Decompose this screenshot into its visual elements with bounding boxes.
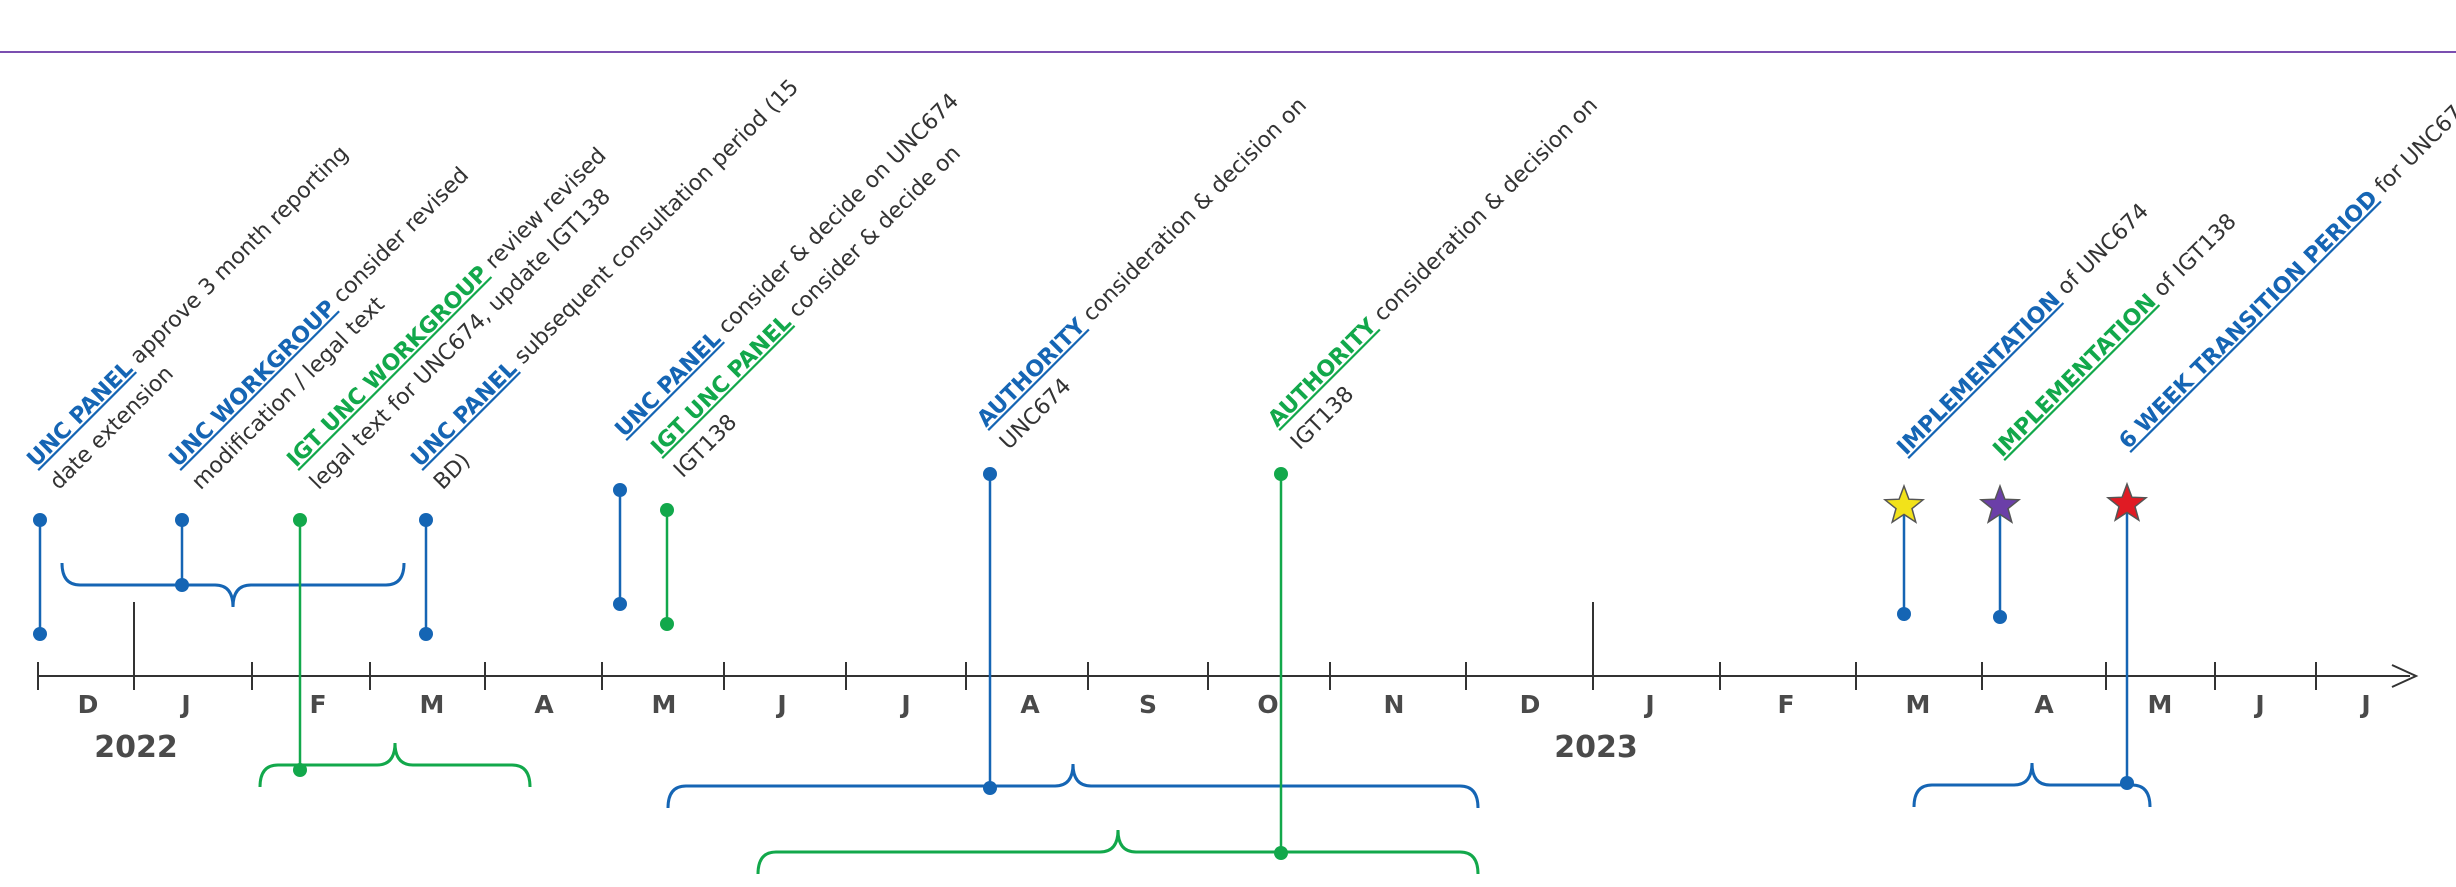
event-dot <box>1993 610 2007 624</box>
axis-arrowhead <box>2391 664 2419 688</box>
month-label: A <box>2034 690 2054 719</box>
event-label-line: AUTHORITY consideration & decision on <box>973 93 1312 432</box>
event-dot <box>33 627 47 641</box>
month-label: J <box>775 690 786 719</box>
event-dot <box>175 578 189 592</box>
month-label: M <box>420 690 445 719</box>
month-label: J <box>2359 690 2370 719</box>
event-dot <box>660 617 674 631</box>
brace-unc-reporting <box>60 562 406 608</box>
event-label-line: AUTHORITY consideration & decision on <box>1264 93 1603 432</box>
event-dot <box>1274 846 1288 860</box>
brace-unc674-authority <box>666 763 1480 809</box>
brace-transition <box>1912 762 2152 808</box>
event-dot <box>2120 776 2134 790</box>
event-label: UNC PANEL consider & decide on UNC674 <box>611 89 965 443</box>
month-label: M <box>652 690 677 719</box>
event-dot <box>175 513 189 527</box>
event-dot <box>419 513 433 527</box>
event-text: consideration & decision on <box>1073 93 1312 332</box>
month-label: M <box>2148 690 2173 719</box>
event-dot <box>293 513 307 527</box>
month-label: F <box>1777 690 1794 719</box>
event-dot <box>293 763 307 777</box>
event-text: consideration & decision on <box>1364 93 1603 332</box>
brace-igt-workgroup <box>258 742 532 788</box>
event-owner: 6 WEEK TRANSITION PERIOD <box>2115 186 2383 454</box>
month-label: S <box>1139 690 1157 719</box>
event-owner: IMPLEMENTATION <box>1893 287 2066 460</box>
event-text: approve 3 month reporting <box>121 141 354 374</box>
event-label-line: UNC PANEL consider & decide on UNC674 <box>611 89 965 443</box>
event-dot <box>1897 607 1911 621</box>
event-dot <box>660 503 674 517</box>
month-label: D <box>78 690 99 719</box>
month-label: N <box>1384 690 1405 719</box>
event-dot <box>613 597 627 611</box>
event-text: of UNC674 <box>2048 199 2154 305</box>
event-dot <box>613 483 627 497</box>
month-label: J <box>899 690 910 719</box>
star-red-icon <box>2105 481 2149 522</box>
month-label: J <box>179 690 190 719</box>
year-label: 2023 <box>1554 730 1638 765</box>
year-label: 2022 <box>94 730 178 765</box>
month-label: J <box>1643 690 1654 719</box>
event-text: of IGT138 <box>2144 209 2242 307</box>
event-label-line: UNC PANEL approve 3 month reporting <box>23 141 354 472</box>
star-yellow-icon <box>1882 483 1926 524</box>
month-label: O <box>1257 690 1278 719</box>
event-text: for UNC674 <box>2365 91 2456 204</box>
month-label: A <box>534 690 554 719</box>
star-purple-icon <box>1978 483 2022 524</box>
event-dot <box>983 781 997 795</box>
event-dot <box>419 627 433 641</box>
event-dot <box>983 467 997 481</box>
brace-igt138-authority <box>756 829 1480 875</box>
event-label: AUTHORITY consideration & decision onIGT… <box>1264 93 1603 455</box>
month-label: D <box>1520 690 1541 719</box>
event-dot <box>1274 467 1288 481</box>
month-label: A <box>1020 690 1040 719</box>
month-label: M <box>1906 690 1931 719</box>
event-dot <box>33 513 47 527</box>
month-label: J <box>2253 690 2264 719</box>
month-label: F <box>309 690 326 719</box>
